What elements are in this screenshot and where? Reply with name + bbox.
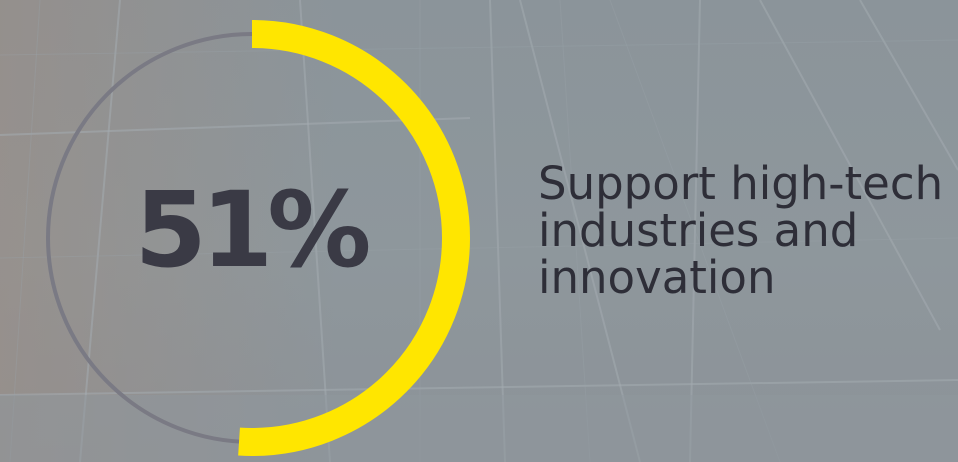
progress-ring-arc xyxy=(34,20,470,456)
stat-caption: Support high-tech industries and innovat… xyxy=(538,157,944,304)
percent-value: 51% xyxy=(134,169,372,291)
